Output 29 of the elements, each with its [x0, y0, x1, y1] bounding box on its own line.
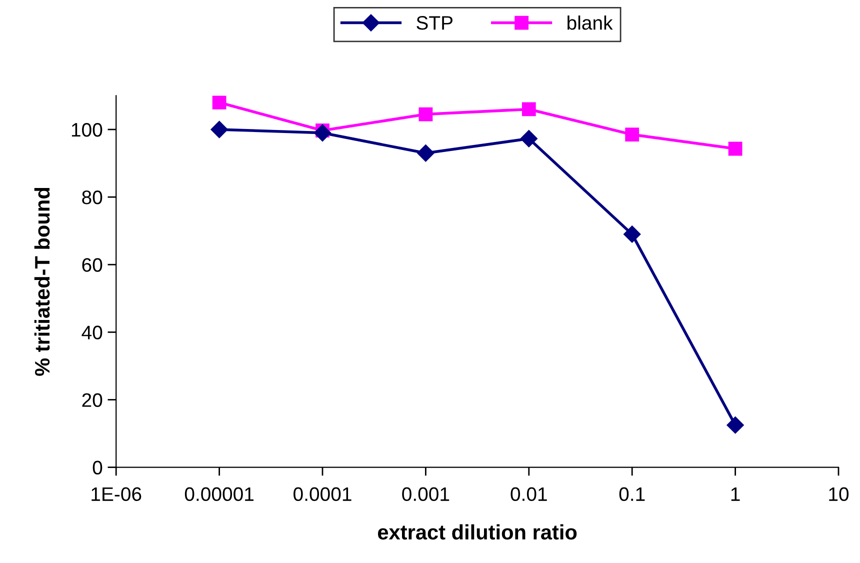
point [624, 226, 641, 243]
x-tick-label: 1 [731, 487, 740, 501]
x-tick-label: 0.1 [619, 487, 645, 502]
y-axis-title: % tritiated-T bound [34, 188, 50, 376]
point [210, 120, 228, 138]
y-tick-label: 60 [82, 258, 102, 272]
point [522, 102, 536, 116]
point [728, 142, 742, 156]
y-tick-label: 100 [72, 122, 102, 137]
point [417, 144, 434, 162]
legend-label: blank [568, 15, 613, 30]
point [314, 124, 332, 142]
y-tick-label: 80 [82, 190, 102, 204]
x-tick-label: 0.01 [510, 487, 547, 502]
x-tick-label: 10 [829, 487, 849, 502]
y-tick-label: 40 [82, 326, 102, 340]
point [418, 107, 433, 122]
legend-label: STP [416, 16, 452, 30]
y-tick-label: 20 [82, 393, 102, 407]
point [625, 128, 640, 142]
x-tick-label: 0.001 [402, 487, 450, 502]
point [212, 96, 226, 110]
x-axis-title: extract dilution ratio [378, 524, 577, 540]
x-tick-label: 0.00001 [184, 487, 254, 502]
point [726, 416, 744, 434]
point [520, 130, 538, 148]
y-tick-label: 0 [92, 460, 102, 475]
x-tick-label: 0.0001 [294, 487, 352, 502]
x-tick-label: 1E-06 [92, 487, 142, 502]
